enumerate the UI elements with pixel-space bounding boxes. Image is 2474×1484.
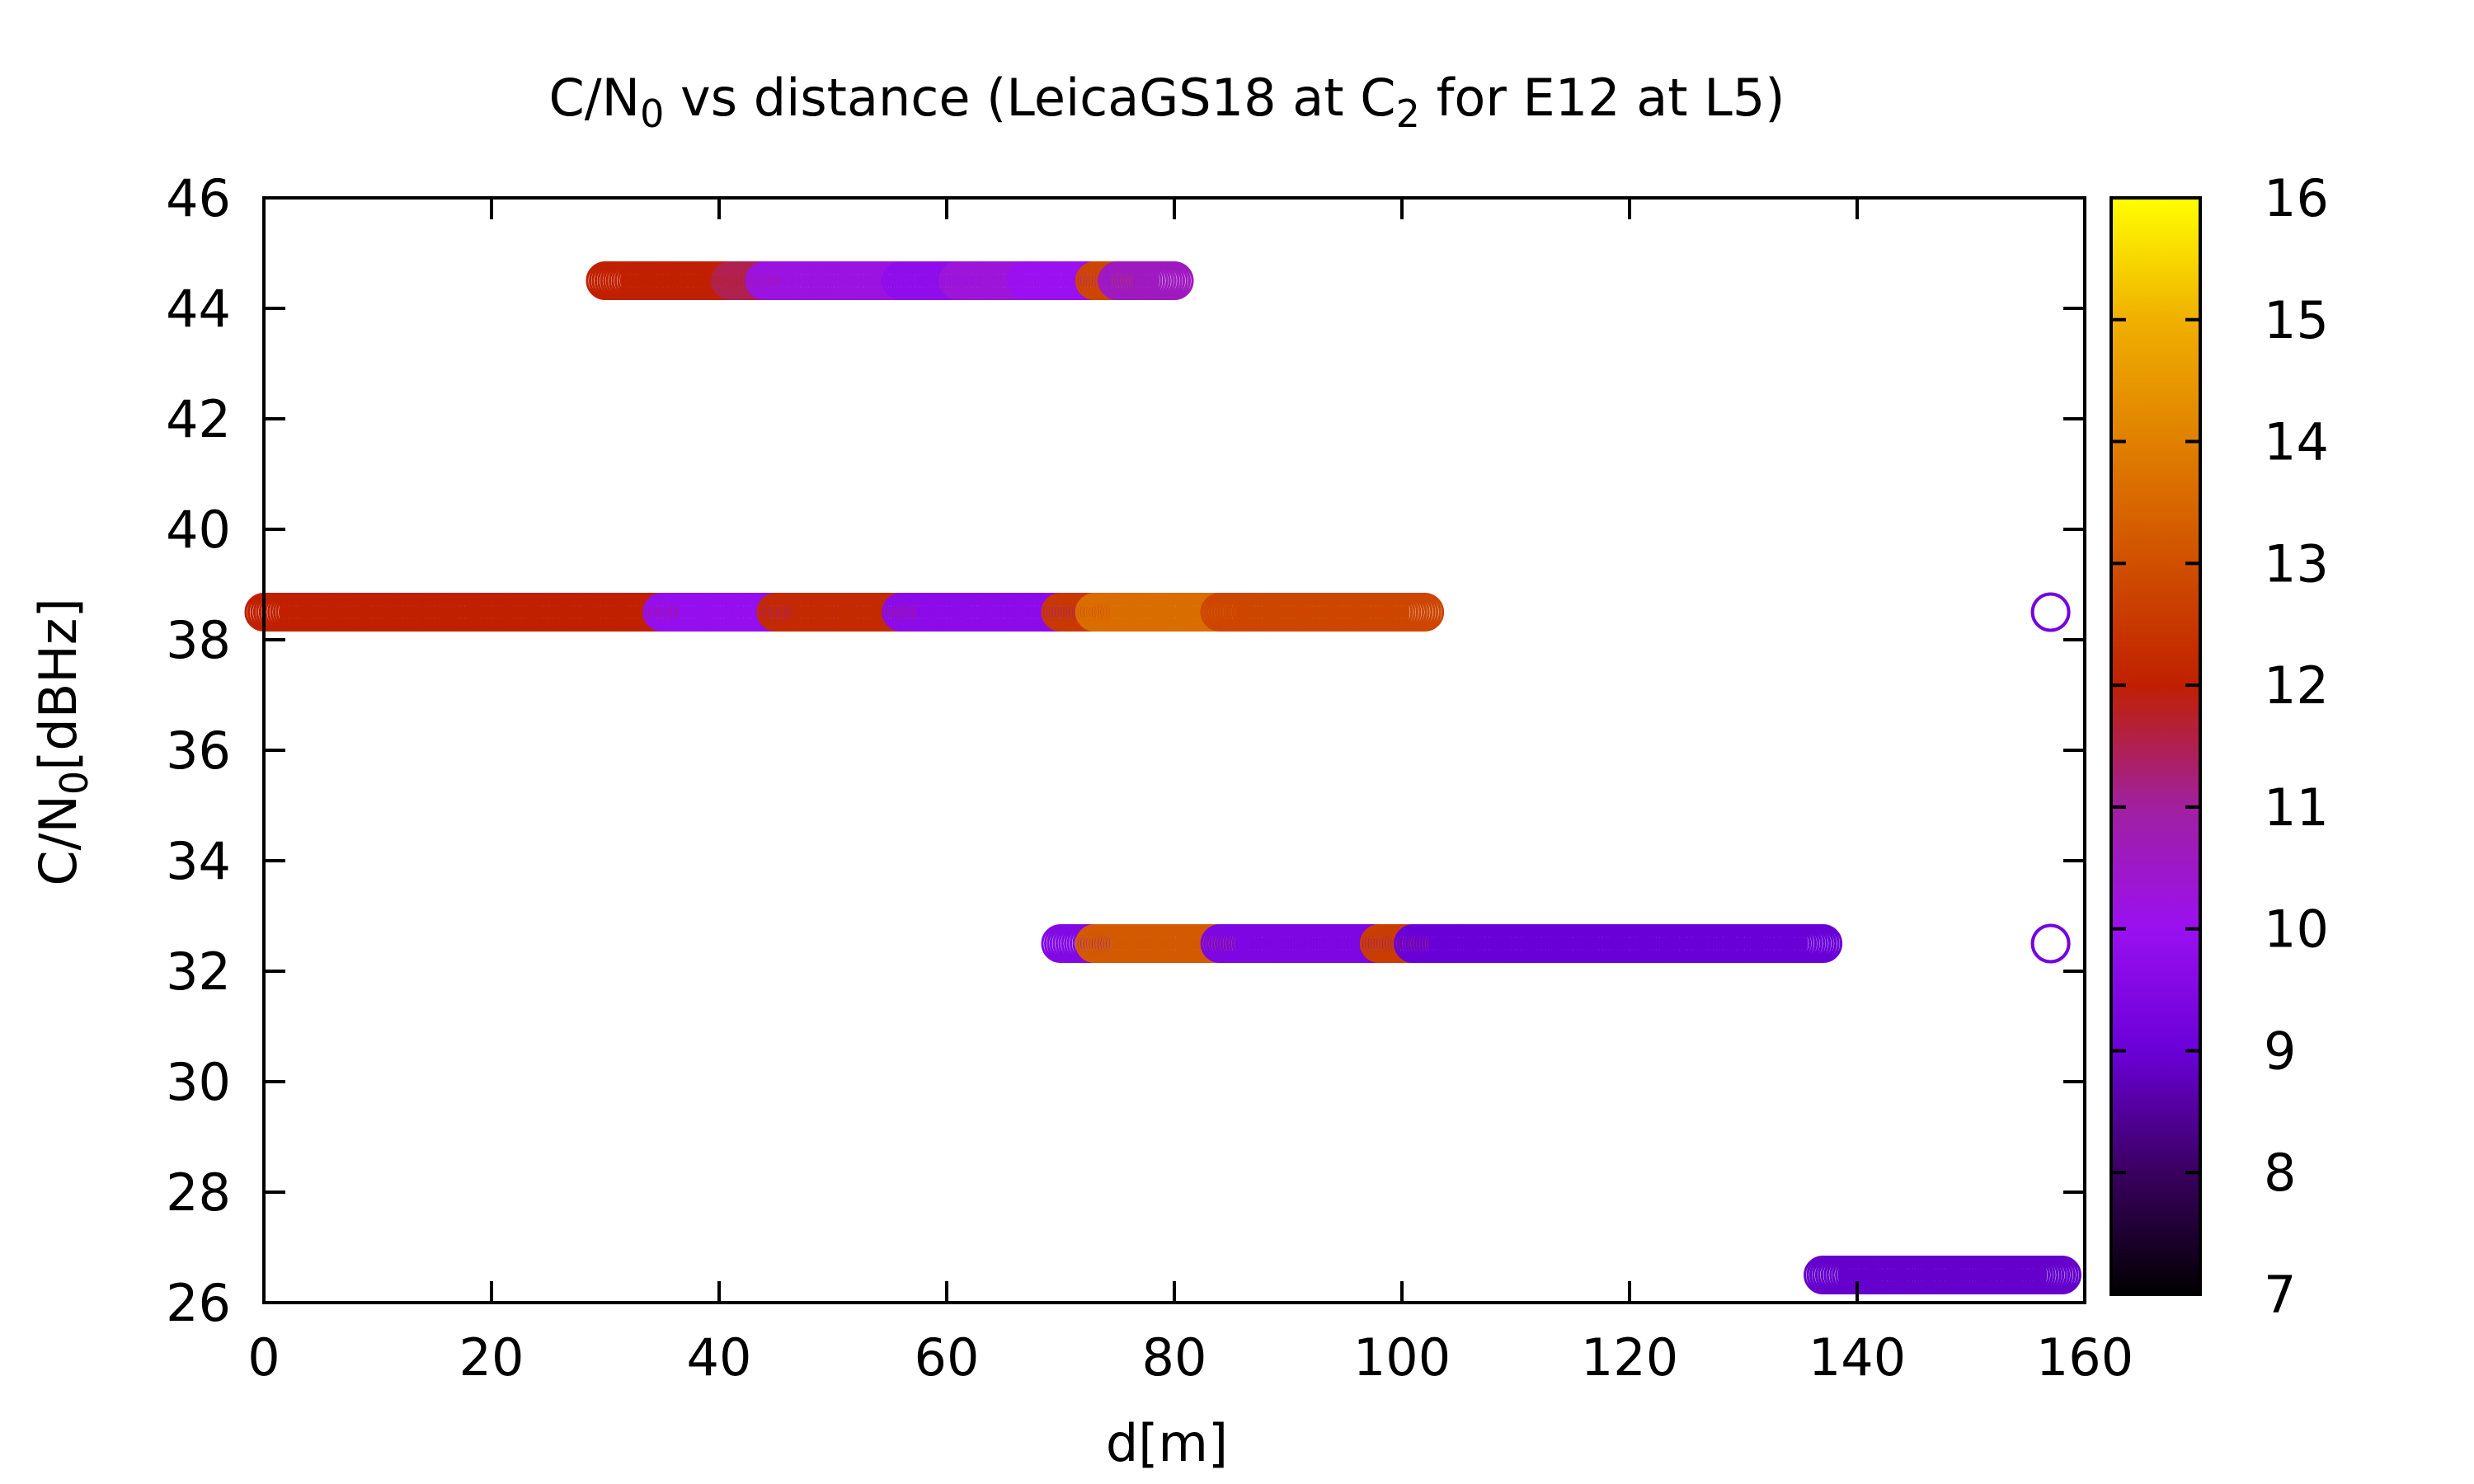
ylabel-sub: 0	[52, 771, 96, 795]
y-tick-label: 46	[166, 168, 231, 228]
colorbar-tick-label: 13	[2264, 533, 2329, 594]
ylabel-part-1: C/N	[28, 795, 88, 886]
colorbar-tick-label: 10	[2264, 899, 2329, 960]
y-tick-label: 40	[166, 500, 231, 560]
colorbar-gradient	[2109, 196, 2202, 1296]
plot-area: 0 20 40 60 80 100 120 140 160 26 28 30 32 34 36 38 40 42 4…	[166, 168, 2133, 1388]
data-point	[2042, 1256, 2081, 1294]
x-axis-label: d[m]	[1106, 1413, 1228, 1473]
y-tick-label: 44	[166, 279, 231, 339]
x-tick-label: 60	[915, 1327, 980, 1388]
colorbar-tick-label: 14	[2264, 412, 2329, 472]
colorbar-tick-label: 15	[2264, 290, 2329, 350]
y-tick-label: 32	[166, 942, 231, 1002]
data-point	[1804, 924, 1843, 963]
y-tick-label: 26	[166, 1273, 231, 1333]
colorbar-tick-label: 7	[2264, 1265, 2296, 1325]
title-part-1: C/N	[549, 68, 641, 128]
colorbar-tick-label: 16	[2264, 168, 2329, 228]
title-part-3: for E12 at L5)	[1420, 68, 1785, 128]
data-point	[1155, 261, 1194, 300]
y-tick-label: 28	[166, 1162, 231, 1223]
colorbar-tick-label: 8	[2264, 1143, 2296, 1203]
x-tick-label: 0	[247, 1327, 280, 1388]
x-tick-label: 20	[459, 1327, 524, 1388]
y-tick-label: 38	[166, 610, 231, 670]
title-part-2: vs distance (LeicaGS18 at C	[664, 68, 1395, 128]
y-tick-label: 34	[166, 831, 231, 891]
chart-title: C/N0 vs distance (LeicaGS18 at C2 for E1…	[549, 68, 1785, 136]
colorbar-tick-label: 12	[2264, 655, 2329, 716]
data-point	[1405, 593, 1445, 632]
y-axis-label: C/N0[dBHz]	[28, 598, 96, 885]
ylabel-part-2: [dBHz]	[28, 598, 88, 770]
outlier-point	[2030, 923, 2071, 964]
y-tick-label: 42	[166, 389, 231, 449]
colorbar-tick-label: 9	[2264, 1021, 2296, 1081]
x-tick-label: 100	[1353, 1327, 1451, 1388]
plot-frame	[262, 196, 2086, 1304]
x-tick-label: 140	[1808, 1327, 1906, 1388]
colorbar-tick-label: 11	[2264, 777, 2329, 838]
x-tick-label: 160	[2036, 1327, 2133, 1388]
title-sub-2: 2	[1396, 92, 1420, 136]
colorbar: 7 8 9 10 11 12 13 14 15 16	[2109, 168, 2329, 1325]
x-tick-label: 120	[1581, 1327, 1678, 1388]
y-tick-label: 30	[166, 1052, 231, 1112]
title-sub-1: 0	[640, 92, 664, 136]
x-tick-label: 80	[1142, 1327, 1207, 1388]
y-tick-label: 36	[166, 721, 231, 781]
outlier-point	[2030, 592, 2071, 632]
x-tick-label: 40	[687, 1327, 752, 1388]
